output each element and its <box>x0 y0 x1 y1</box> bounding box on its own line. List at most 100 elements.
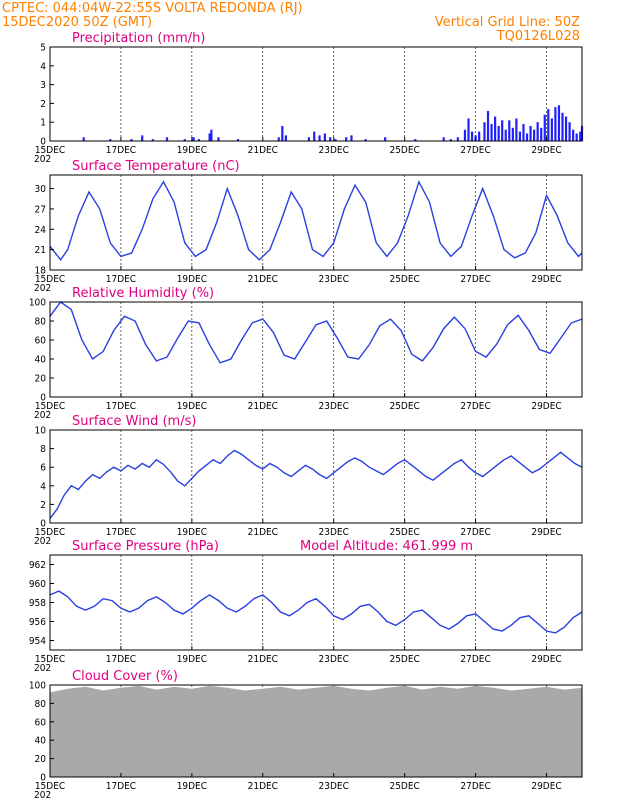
y-tick-label: 60 <box>35 717 47 728</box>
header-line2-right: Vertical Grid Line: 50Z <box>435 15 580 30</box>
x-tick-label: 17DEC <box>106 401 136 412</box>
x-tick-label: 17DEC <box>106 781 136 792</box>
y-tick-label: 2 <box>40 99 46 110</box>
x-tick-label: 17DEC <box>106 274 136 285</box>
precip-bar <box>486 110 490 141</box>
x-tick-label: 29DEC <box>531 401 561 412</box>
x-tick-label: 19DEC <box>177 145 207 156</box>
x-tick-label: 17DEC <box>106 527 136 538</box>
precip-bar <box>307 137 311 141</box>
panel-frame <box>49 301 583 398</box>
precip-bar <box>564 116 568 141</box>
y-tick-label: 24 <box>35 225 47 236</box>
cloud-area <box>50 685 582 777</box>
x-tick-label: 25DEC <box>389 401 419 412</box>
precip-bar <box>208 133 211 141</box>
y-tick-label: 20 <box>35 754 47 765</box>
y-tick-label: 1 <box>40 118 46 129</box>
x-clip-label: 202 <box>34 283 51 294</box>
x-tick-label: 19DEC <box>177 527 207 538</box>
x-tick-label: 15DEC <box>35 654 65 665</box>
y-tick-label: 100 <box>29 681 46 692</box>
x-tick-label: 27DEC <box>460 274 490 285</box>
precip-bar <box>281 125 284 141</box>
y-tick-label: 80 <box>35 699 47 710</box>
x-tick-label: 21DEC <box>248 274 278 285</box>
x-clip-label: 202 <box>34 663 51 674</box>
precip-bar <box>82 137 85 141</box>
precip-bar <box>313 131 316 141</box>
precip-bar <box>192 137 195 141</box>
panel-3: Surface Wind (m/s) 0 2 4 6 8 10 15DEC 17DEC 19DEC… <box>34 414 583 547</box>
y-tick-label: 4 <box>40 481 46 492</box>
y-tick-label: 5 <box>40 43 46 54</box>
precip-bar <box>504 129 507 141</box>
y-tick-label: 960 <box>29 579 46 590</box>
precip-bar <box>236 139 240 141</box>
y-tick-label: 30 <box>35 184 47 195</box>
precip-bar <box>515 118 518 141</box>
header-line1: CPTEC: 044:04W-22:55S VOLTA REDONDA (RJ) <box>2 1 303 16</box>
x-tick-label: 23DEC <box>319 401 349 412</box>
x-tick-label: 25DEC <box>389 527 419 538</box>
precip-bar <box>579 131 582 141</box>
x-tick-label: 15DEC <box>35 145 65 156</box>
y-tick-label: 40 <box>35 355 47 366</box>
y-tick-label: 80 <box>35 317 47 328</box>
x-clip-label: 202 <box>34 154 51 165</box>
y-tick-label: 6 <box>40 463 46 474</box>
panel-subtitle: Model Altitude: 461.999 m <box>300 539 473 554</box>
y-tick-label: 0 <box>40 773 46 784</box>
precip-bar <box>540 127 543 141</box>
precip-bar <box>442 137 445 141</box>
precip-bar <box>165 137 169 141</box>
panel-frame <box>49 554 583 651</box>
precip-bar <box>575 133 578 141</box>
panel-title: Cloud Cover (%) <box>72 669 178 684</box>
precip-bar <box>277 137 280 141</box>
precip-bar <box>151 139 154 141</box>
panel-frame <box>49 46 583 142</box>
precip-bar <box>497 125 500 141</box>
header-line3-right: TQ0126L028 <box>496 29 580 44</box>
panels: Precipitation (mm/h) 0 1 2 3 4 5 15DEC 17DEC 19DE… <box>29 31 584 800</box>
y-tick-label: 0 <box>40 393 46 404</box>
precip-bar <box>414 139 417 141</box>
precip-bar <box>547 109 550 141</box>
y-tick-label: 0 <box>40 519 46 530</box>
x-tick-label: 29DEC <box>531 781 561 792</box>
x-tick-label: 29DEC <box>531 654 561 665</box>
x-tick-label: 23DEC <box>319 145 349 156</box>
precip-bar <box>490 124 493 141</box>
panel-5: Cloud Cover (%) 0 20 40 60 80 100 15DEC 17DEC 19D… <box>29 669 583 800</box>
precip-bar <box>318 135 321 141</box>
x-tick-label: 25DEC <box>389 274 419 285</box>
y-tick-label: 100 <box>29 298 46 309</box>
precip-bar <box>518 131 522 141</box>
precip-bar <box>334 139 337 141</box>
y-tick-label: 2 <box>40 500 46 511</box>
precip-bar <box>529 125 532 141</box>
x-tick-label: 21DEC <box>248 781 278 792</box>
series-line <box>49 590 583 634</box>
x-tick-label: 15DEC <box>35 274 65 285</box>
x-tick-label: 15DEC <box>35 781 65 792</box>
y-tick-label: 60 <box>35 336 47 347</box>
panel-title: Precipitation (mm/h) <box>72 31 205 46</box>
y-tick-label: 962 <box>29 560 46 571</box>
x-tick-label: 23DEC <box>319 654 349 665</box>
x-tick-label: 27DEC <box>460 654 490 665</box>
precip-bar <box>350 135 353 141</box>
precip-bar <box>141 135 144 141</box>
precip-bar <box>463 129 467 141</box>
panel-0: Precipitation (mm/h) 0 1 2 3 4 5 15DEC 17DEC 19DE… <box>34 31 584 165</box>
series-line <box>49 449 583 519</box>
x-tick-label: 21DEC <box>248 401 278 412</box>
precip-bar <box>130 139 133 141</box>
y-tick-label: 27 <box>35 204 46 215</box>
x-clip-label: 202 <box>34 410 51 421</box>
x-tick-label: 21DEC <box>248 527 278 538</box>
series-line <box>49 301 583 364</box>
precip-bar <box>449 139 452 141</box>
